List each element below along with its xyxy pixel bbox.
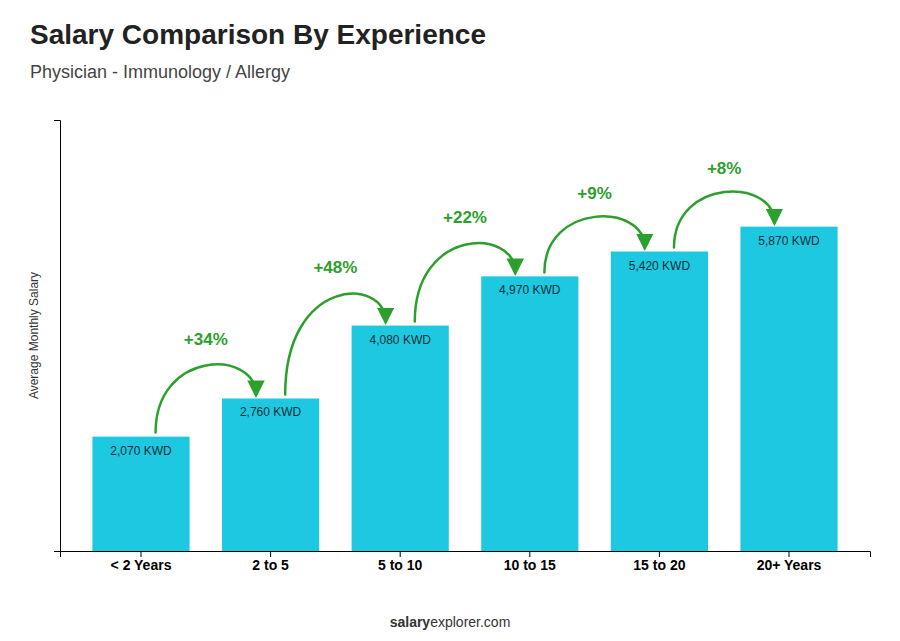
bar	[352, 326, 449, 551]
data-label: 5,420 KWD	[629, 259, 691, 273]
data-label: 4,080 KWD	[370, 333, 432, 347]
data-label: 2,070 KWD	[110, 444, 172, 458]
data-label: 2,760 KWD	[240, 405, 302, 419]
growth-label: +8%	[707, 159, 742, 178]
bar	[740, 227, 837, 551]
bar	[481, 276, 578, 551]
title: Salary Comparison By Experience	[30, 19, 486, 50]
subtitle: Physician - Immunology / Allergy	[30, 62, 290, 82]
x-tick: 2 to 5	[252, 551, 289, 573]
x-tick: 10 to 15	[504, 551, 556, 573]
growth-label: +34%	[184, 330, 228, 349]
bar	[222, 398, 319, 551]
growth-arrow	[674, 191, 774, 247]
x-tick: 5 to 10	[378, 551, 423, 573]
growth-label: +22%	[443, 208, 487, 227]
x-tick: < 2 Years	[111, 551, 172, 573]
x-tick-label: 2 to 5	[252, 557, 289, 573]
bar	[92, 437, 189, 551]
footer: salaryexplorer.com	[390, 614, 511, 630]
growth-annotations: +34% +48% +22% +9% +8%	[156, 159, 775, 433]
y-axis-line	[54, 121, 61, 552]
data-labels: 2,070 KWD 2,760 KWD 4,080 KWD 4,970 KWD 5,42…	[110, 234, 820, 458]
growth-arrow	[544, 216, 644, 272]
growth-label: +48%	[313, 258, 357, 277]
data-label: 5,870 KWD	[758, 234, 820, 248]
bar	[611, 252, 708, 551]
x-tick-label: 20+ Years	[757, 557, 822, 573]
bars	[92, 227, 837, 551]
x-tick-label: 15 to 20	[633, 557, 685, 573]
x-tick-label: 5 to 10	[378, 557, 423, 573]
growth-label: +9%	[577, 184, 612, 203]
growth-arrow	[285, 294, 385, 395]
growth-arrow	[156, 364, 256, 432]
chart: Salary Comparison By Experience Physician…	[0, 0, 900, 641]
x-tick-label: < 2 Years	[111, 557, 172, 573]
footer-part: salary	[390, 614, 431, 630]
footer-part: explorer.com	[430, 614, 510, 630]
y-axis	[54, 121, 61, 552]
growth-arrow	[415, 243, 515, 321]
x-axis-line	[61, 552, 871, 558]
data-label: 4,970 KWD	[499, 283, 561, 297]
x-axis: < 2 Years 2 to 5 5 to 10 10 to 15 15 to 20 20…	[61, 551, 871, 573]
x-tick-label: 10 to 15	[504, 557, 556, 573]
x-tick: 20+ Years	[757, 551, 822, 573]
x-tick: 15 to 20	[633, 551, 685, 573]
y-axis-title: Average Monthly Salary	[27, 272, 41, 399]
